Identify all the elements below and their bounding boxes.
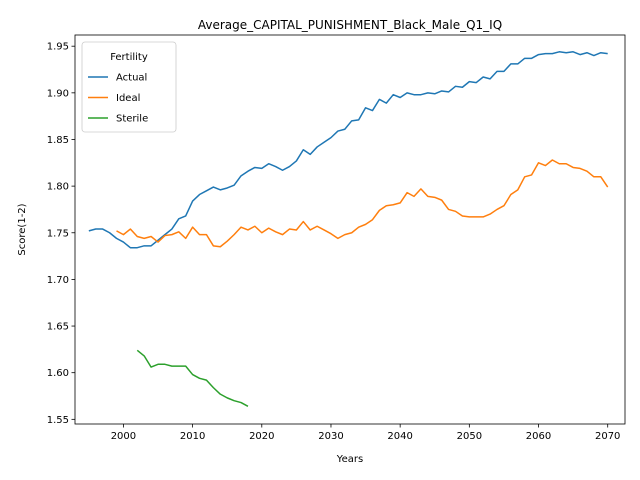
x-tick-label: 2070	[595, 431, 620, 442]
y-tick-label: 1.85	[47, 135, 69, 146]
x-tick-label: 2030	[318, 431, 343, 442]
y-tick-label: 1.65	[47, 322, 69, 333]
legend-title: Fertility	[110, 52, 148, 63]
chart-title: Average_CAPITAL_PUNISHMENT_Black_Male_Q1…	[198, 18, 502, 32]
y-tick-label: 1.55	[47, 415, 69, 426]
x-tick-label: 2010	[180, 431, 205, 442]
x-tick-label: 2000	[111, 431, 136, 442]
y-tick-label: 1.60	[47, 368, 69, 379]
series-line-actual	[88, 51, 608, 249]
y-tick-label: 1.95	[47, 42, 69, 53]
series-line-sterile	[136, 349, 249, 407]
x-axis-ticks: 2000 2010 2020 2030 2040 2050 2060 2070	[111, 424, 620, 442]
y-tick-label: 1.75	[47, 228, 69, 239]
legend-label-sterile: Sterile	[116, 114, 148, 125]
x-tick-label: 2060	[526, 431, 551, 442]
y-tick-label: 1.80	[47, 182, 69, 193]
legend-label-actual: Actual	[116, 73, 147, 84]
y-tick-label: 1.90	[47, 88, 69, 99]
y-axis-label: Score(1-2)	[17, 203, 28, 255]
y-axis-ticks: 1.55 1.60 1.65 1.70 1.75 1.80 1.85 1.90 1.95	[47, 42, 75, 426]
x-tick-label: 2020	[249, 431, 274, 442]
legend-box	[81, 41, 177, 133]
x-axis-label: Years	[336, 454, 363, 465]
x-tick-label: 2040	[387, 431, 412, 442]
series-lines	[88, 51, 609, 407]
legend-items: Actual Ideal Sterile	[88, 73, 148, 125]
legend-label-ideal: Ideal	[116, 93, 140, 104]
y-tick-label: 1.70	[47, 275, 69, 286]
legend: Fertility Actual Ideal Sterile	[81, 41, 177, 133]
series-line-ideal	[116, 159, 609, 248]
plot-area: 2000 2010 2020 2030 2040 2050 2060 2070 1.55 1.6…	[47, 34, 626, 442]
x-tick-label: 2050	[457, 431, 482, 442]
